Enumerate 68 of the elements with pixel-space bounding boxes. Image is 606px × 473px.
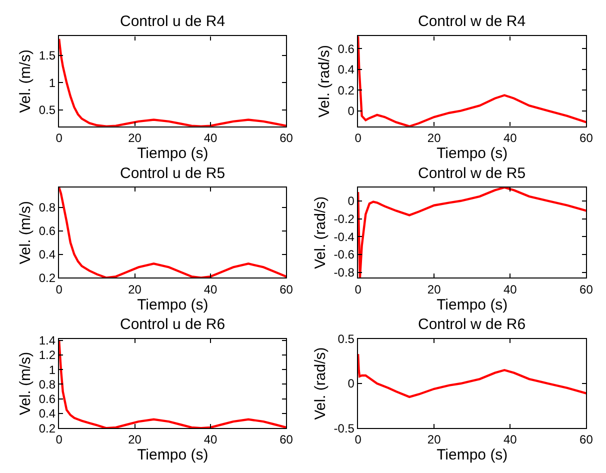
- y-tick-label: -0.2: [334, 212, 355, 226]
- y-tick-label: 0.2: [38, 421, 56, 436]
- line-series: [358, 187, 586, 278]
- chart-title: Control u de R4: [120, 13, 226, 30]
- x-tick-label: 40: [503, 130, 518, 145]
- y-tick-label: 0.2: [38, 270, 56, 285]
- chart-title: Control u de R5: [120, 165, 226, 182]
- x-tick-label: 60: [280, 282, 294, 296]
- x-axis-title: Tiempo (s): [436, 446, 508, 464]
- x-tick-label: 60: [580, 130, 594, 145]
- x-tick-label: 40: [503, 282, 518, 296]
- x-tick-label: 20: [128, 432, 142, 447]
- y-axis-title: Vel. (rad/s): [312, 196, 330, 269]
- x-axis-title: Tiempo (s): [436, 144, 508, 162]
- chart-title: Control u de R6: [120, 316, 226, 333]
- line-series: [59, 38, 286, 126]
- y-tick-label: -0.5: [334, 421, 355, 436]
- y-tick-label: 0.5: [338, 332, 355, 346]
- y-tick-label: 1.4: [38, 334, 56, 348]
- y-tick-label: 1.5: [38, 48, 56, 62]
- x-axis-title: Tiempo (s): [137, 296, 208, 314]
- x-axis-title: Tiempo (s): [137, 446, 208, 464]
- y-tick-label: 0.2: [338, 83, 355, 98]
- y-tick-label: 0.8: [38, 377, 56, 392]
- x-tick-label: 40: [503, 432, 518, 447]
- x-tick-label: 20: [427, 432, 442, 447]
- chart-title: Control w de R6: [418, 316, 526, 333]
- x-tick-label: 20: [128, 282, 142, 296]
- chart-title: Control w de R5: [418, 165, 526, 182]
- y-tick-label: -0.8: [334, 266, 355, 280]
- y-tick-label: 0.6: [38, 224, 56, 238]
- x-tick-label: 40: [204, 282, 218, 296]
- y-tick-label: -0.6: [334, 248, 355, 262]
- y-axis-title: Vel. (m/s): [17, 200, 34, 264]
- x-tick-label: 20: [128, 130, 142, 145]
- line-series: [59, 339, 286, 428]
- x-tick-label: 60: [280, 432, 294, 447]
- x-tick-label: 60: [580, 282, 594, 296]
- y-tick-label: 0.6: [338, 42, 355, 56]
- y-tick-label: 0: [348, 376, 355, 391]
- y-axis-title: Vel. (m/s): [17, 50, 34, 113]
- y-tick-label: 0.4: [38, 406, 56, 421]
- y-tick-label: 0: [348, 194, 355, 208]
- x-tick-label: 40: [204, 432, 218, 447]
- y-axis-title: Vel. (rad/s): [312, 347, 330, 420]
- x-axis-title: Tiempo (s): [137, 144, 208, 162]
- x-tick-label: 40: [204, 130, 218, 145]
- x-tick-label: 20: [427, 130, 442, 145]
- x-axis-title: Tiempo (s): [436, 296, 508, 314]
- y-tick-label: 0.8: [38, 200, 56, 215]
- line-series: [59, 187, 286, 278]
- y-tick-label: 0.4: [38, 248, 56, 262]
- y-axis-title: Vel. (m/s): [17, 352, 34, 416]
- y-tick-label: 1.2: [38, 348, 56, 362]
- x-tick-label: 60: [580, 432, 594, 447]
- line-series: [358, 36, 586, 126]
- x-tick-label: 20: [427, 282, 442, 296]
- y-tick-label: 1: [48, 76, 56, 90]
- y-tick-label: 0.6: [38, 392, 56, 406]
- line-series: [358, 352, 586, 398]
- y-tick-label: 1: [48, 362, 56, 377]
- y-tick-label: 0.5: [38, 103, 56, 118]
- x-tick-label: 60: [280, 130, 294, 145]
- y-axis-title: Vel. (rad/s): [316, 44, 334, 118]
- chart-title: Control w de R4: [418, 13, 526, 30]
- y-tick-label: 0.4: [338, 62, 355, 76]
- y-tick-label: -0.4: [334, 230, 355, 244]
- y-tick-label: 0: [348, 104, 355, 118]
